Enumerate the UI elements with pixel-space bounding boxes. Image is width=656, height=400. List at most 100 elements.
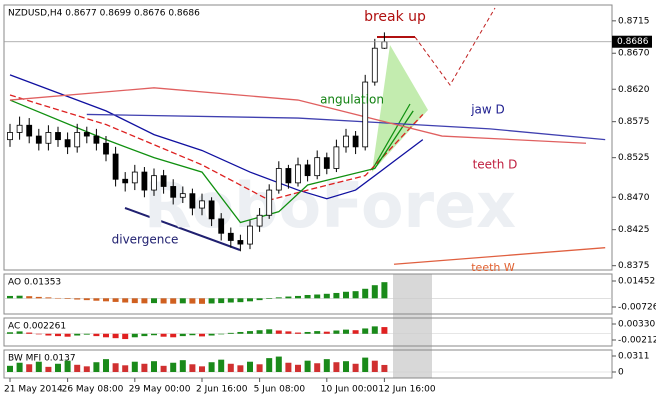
price-box	[612, 35, 652, 48]
bar	[170, 362, 177, 372]
candle-body	[74, 132, 81, 148]
bar	[247, 331, 253, 334]
bar	[83, 333, 90, 335]
x-tick-label: 12 Jun 16:00	[378, 385, 435, 395]
y-tick-label: 0.8620	[618, 85, 650, 95]
bar	[7, 332, 13, 334]
candle-body	[35, 135, 42, 144]
annotation: jaw D	[470, 103, 505, 117]
candle-body	[131, 171, 138, 184]
bar	[343, 361, 349, 372]
panel-title: NZDUSD,H4 0.8677 0.8699 0.8676 0.8686	[8, 9, 200, 19]
bar	[208, 298, 215, 304]
bar	[218, 333, 225, 335]
candle-body	[55, 132, 61, 141]
bar	[352, 330, 359, 334]
bar	[7, 365, 13, 372]
candle-body	[266, 189, 273, 216]
indicator-line	[9, 99, 414, 224]
bar	[208, 362, 215, 372]
bar	[179, 333, 186, 337]
bar	[64, 298, 71, 299]
bar	[64, 360, 71, 372]
candle-body	[247, 225, 253, 245]
indicator-line	[9, 87, 587, 144]
y-tick-label: 0.8575	[618, 117, 650, 127]
bar	[247, 361, 253, 372]
bar	[304, 360, 311, 372]
bar	[151, 361, 157, 372]
bar	[323, 359, 330, 372]
bar	[304, 294, 311, 299]
y-tick-label: 0.01452	[618, 276, 655, 286]
bar	[16, 295, 23, 299]
bar	[295, 295, 301, 299]
y-tick-label: 0.8670	[618, 49, 650, 59]
bar	[237, 365, 244, 372]
bar	[7, 295, 13, 299]
bar	[35, 333, 42, 335]
x-tick-label: 26 May 08:00	[62, 385, 124, 395]
candle-body	[45, 132, 52, 144]
bar	[93, 333, 100, 337]
angulation-zone	[372, 45, 428, 172]
bar	[189, 298, 196, 304]
bar	[371, 326, 378, 334]
indicator-line	[393, 247, 606, 265]
candle-body	[83, 132, 90, 137]
annotation: angulation	[320, 93, 384, 107]
bar	[189, 333, 196, 336]
annotation: teeth D	[473, 158, 518, 172]
bar	[122, 298, 129, 303]
bar	[323, 331, 330, 334]
bar	[199, 298, 205, 304]
panel-title: BW MFI 0.0137	[8, 354, 76, 364]
bar	[227, 332, 234, 334]
bar	[55, 363, 61, 372]
candle-body	[381, 41, 388, 49]
bar	[227, 298, 234, 303]
bar	[266, 298, 273, 299]
bar	[227, 363, 234, 372]
bar	[285, 362, 292, 372]
bar	[151, 298, 157, 304]
bar	[55, 333, 61, 337]
candle-body	[179, 193, 186, 198]
y-tick-label: 0.003307	[618, 319, 656, 329]
candle-body	[189, 193, 196, 209]
bar	[74, 298, 81, 300]
bar	[333, 330, 340, 334]
candle-body	[64, 139, 71, 148]
bar	[16, 362, 23, 372]
bar	[131, 298, 138, 304]
x-tick-label: 29 May 00:00	[129, 385, 191, 395]
panel-title: AC 0.002261	[8, 322, 66, 332]
candle-body	[314, 157, 321, 177]
candle-body	[16, 124, 23, 133]
y-tick-label: 0.8470	[618, 193, 650, 203]
indicator-line	[9, 74, 424, 200]
bar	[179, 360, 186, 372]
mfi-frame	[3, 349, 613, 379]
bar	[285, 296, 292, 299]
ao-frame	[3, 273, 613, 315]
candle-body	[199, 200, 205, 209]
bar	[352, 363, 359, 372]
bar	[141, 298, 148, 304]
ac-frame	[3, 317, 613, 347]
bar	[74, 364, 81, 372]
x-tick-label: 5 Jun 08:00	[254, 385, 306, 395]
candle-body	[170, 186, 177, 198]
bar	[103, 333, 109, 338]
bar	[352, 291, 359, 299]
bar	[371, 360, 378, 372]
bar	[208, 333, 215, 336]
bar	[275, 297, 282, 299]
bar	[26, 332, 33, 334]
bar	[83, 366, 90, 372]
bar	[256, 298, 263, 301]
bar	[179, 298, 186, 304]
bar	[160, 333, 167, 337]
candle-body	[323, 157, 330, 169]
bar	[45, 333, 52, 336]
